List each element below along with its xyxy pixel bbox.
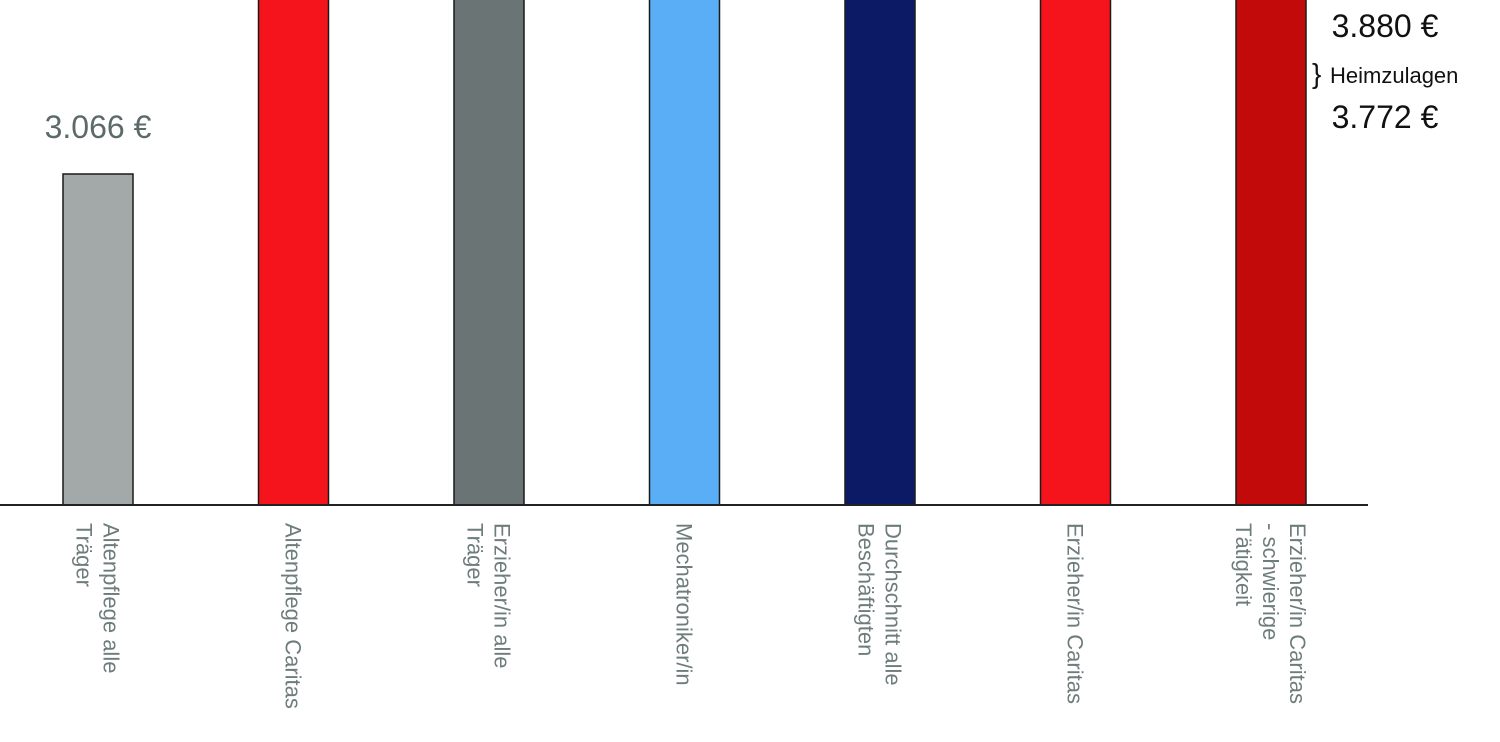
category-label-3: Mechatroniker/in [672, 523, 697, 686]
stack-total-label: 3.880 € [1332, 8, 1439, 44]
category-label-line: Altenpflege alle [99, 523, 124, 673]
value-labels-layer: 3.066 €3.446 €3.442 €3.503 €3.537 €3.551… [45, 8, 1459, 145]
bar-2 [453, 0, 525, 506]
category-label-line: Beschäftigten [854, 523, 879, 656]
bar-3 [648, 0, 721, 506]
category-label-line: - schwierige [1258, 523, 1283, 640]
category-label-line: Erzieher/in Caritas [1285, 523, 1310, 704]
category-label-line: Altenpflege Caritas [281, 523, 306, 709]
stack-bracket: } [1312, 58, 1321, 89]
bar-0 [62, 173, 134, 506]
bar-1 [257, 0, 330, 506]
category-label-line: Tätigkeit [1231, 523, 1256, 606]
value-label-6: 3.772 € [1332, 99, 1439, 135]
category-label-1: Altenpflege Caritas [281, 523, 306, 709]
category-label-line: Träger [463, 523, 488, 587]
category-label-5: Erzieher/in Caritas [1063, 523, 1088, 704]
stack-extra-label: Heimzulagen [1330, 63, 1458, 88]
category-label-line: Mechatroniker/in [672, 523, 697, 686]
category-label-line: Erzieher/in Caritas [1063, 523, 1088, 704]
bar-5 [1039, 0, 1112, 506]
category-label-line: Erzieher/in alle [490, 523, 515, 669]
bar-6 [1235, 0, 1307, 506]
bars-layer [62, 0, 1307, 506]
category-label-line: Träger [72, 523, 97, 587]
value-label-0: 3.066 € [45, 109, 152, 145]
category-label-line: Durchschnitt alle [881, 523, 906, 686]
bar-4 [844, 0, 916, 506]
